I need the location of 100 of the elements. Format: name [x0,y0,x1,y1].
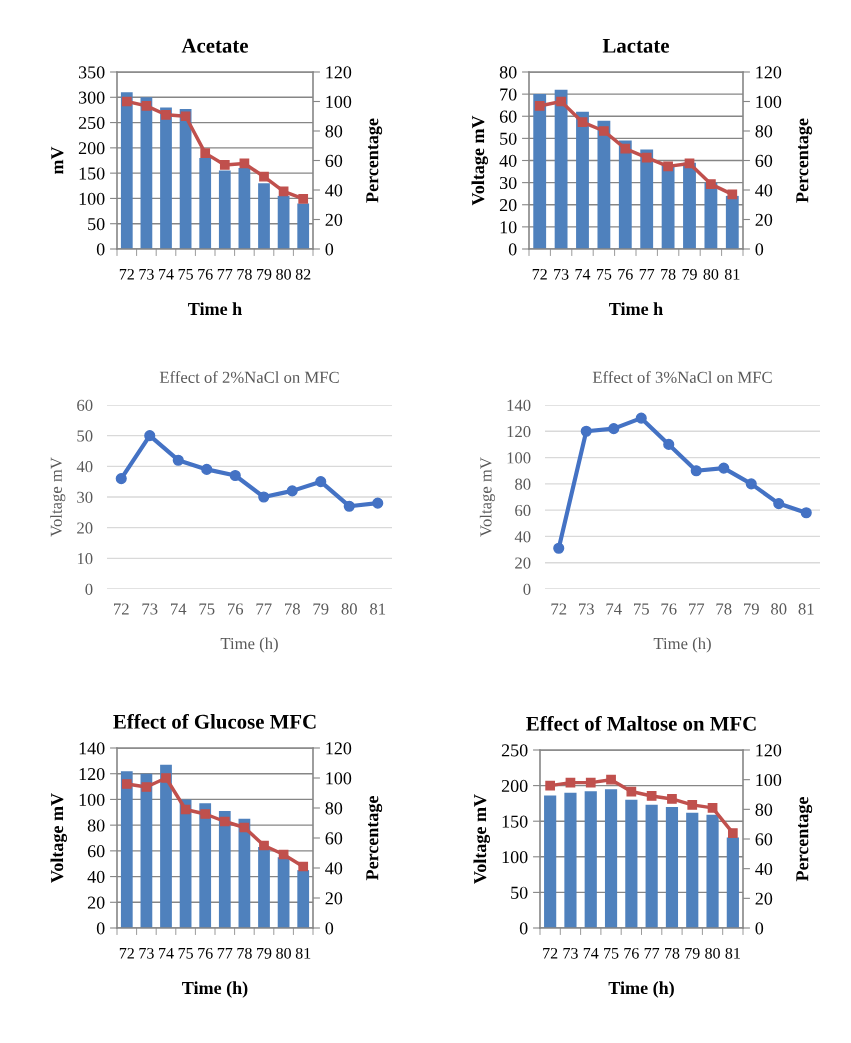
bar [140,97,153,249]
x-tick-label: 77 [689,603,705,615]
y-tick-label: 80 [499,66,517,79]
point [687,800,698,810]
bar [120,92,133,249]
y-tick-label: 40 [76,461,93,473]
y-tick-label: 0 [523,583,531,595]
x-tick-label: 73 [554,268,569,280]
point [646,791,657,801]
bar [576,111,589,249]
y2-tick-label: 20 [755,892,773,905]
point [556,96,566,107]
y-tick-label: 40 [514,531,531,543]
y-tick-label: 40 [499,154,517,167]
bar [686,812,699,928]
point [577,117,588,128]
x-tick-label: 75 [178,948,193,959]
bar [683,162,696,249]
x-axis-title: Time (h) [182,981,248,998]
y2-tick-label: 40 [755,862,773,876]
y-tick-label: 10 [500,221,517,234]
x-tick-label: 76 [618,268,633,280]
y-tick-label: 200 [78,142,105,155]
y-tick-label: 0 [519,922,528,935]
x-tick-label: 78 [237,268,252,280]
y-tick-label: 140 [507,399,531,411]
y-tick-label: 50 [500,132,517,145]
bar [297,870,310,928]
point [690,465,702,477]
bar [564,792,577,928]
x-tick-label: 72 [119,947,134,959]
point [606,774,616,785]
x-tick-label: 80 [771,603,787,615]
x-tick-label: 81 [370,603,386,615]
x-tick-label: 77 [217,948,233,959]
point [534,101,545,111]
y2-tick-label: 20 [325,892,343,905]
x-axis-title: Time (h) [653,637,711,653]
point [141,101,152,111]
y2-tick-label: 40 [325,862,343,875]
y-tick-label: 30 [500,176,517,190]
bar [618,140,632,249]
point [172,454,184,466]
point [200,809,211,819]
bar [533,94,547,249]
y-tick-label: 50 [77,430,93,442]
y2-axis-title: Percentage [366,118,383,203]
x-tick-label: 77 [639,269,655,280]
point [219,160,230,170]
y2-tick-label: 60 [755,833,773,846]
x-tick-label: 80 [276,268,291,280]
y2-tick-label: 120 [756,66,782,79]
point [161,109,171,120]
y-tick-label: 100 [79,793,105,806]
point [200,148,211,158]
y-tick-label: 30 [77,491,93,503]
y2-tick-label: 40 [755,184,773,197]
x-tick-label: 74 [583,948,599,959]
x-tick-label: 77 [217,269,233,280]
y2-tick-label: 0 [755,243,764,256]
x-tick-label: 80 [703,268,719,280]
bar [665,806,679,928]
point [663,161,673,172]
x-tick-label: 78 [285,603,300,615]
y2-tick-label: 120 [326,742,352,755]
y-tick-label: 20 [499,199,517,212]
y-axis-title: Voltage mV [50,457,66,537]
point [545,780,556,791]
y2-tick-label: 60 [325,154,343,167]
y-tick-label: 300 [78,91,105,104]
y2-tick-label: 120 [326,66,352,79]
y-tick-label: 350 [78,66,105,79]
x-axis-title: Time h [609,302,663,316]
point [667,794,677,804]
chart-title: Effect of 2%NaCl on MFC [159,371,339,383]
point [626,786,637,797]
x-tick-label: 73 [139,268,154,280]
bar [704,182,718,249]
x-tick-label: 77 [256,603,272,615]
point [298,861,309,872]
y-tick-label: 100 [507,452,531,464]
x-tick-label: 72 [543,947,558,959]
y-tick-label: 50 [511,886,528,899]
chart-title: Effect of Maltose on MFC [526,715,756,731]
y-tick-label: 120 [79,767,105,781]
y-tick-label: 100 [502,851,528,864]
chart-title: Effect of 3%NaCl on MFC [592,371,772,383]
x-tick-label: 74 [159,948,174,959]
point [201,463,213,475]
point [298,193,309,204]
point [706,179,716,189]
y-tick-label: 60 [87,845,105,858]
bar [218,811,231,928]
y2-tick-label: 80 [755,803,773,816]
bar [554,89,568,249]
bar [277,195,290,249]
y-axis-title: Voltage mV [471,115,489,206]
y-tick-label: 60 [499,110,517,123]
point [161,773,171,783]
point [620,143,631,154]
